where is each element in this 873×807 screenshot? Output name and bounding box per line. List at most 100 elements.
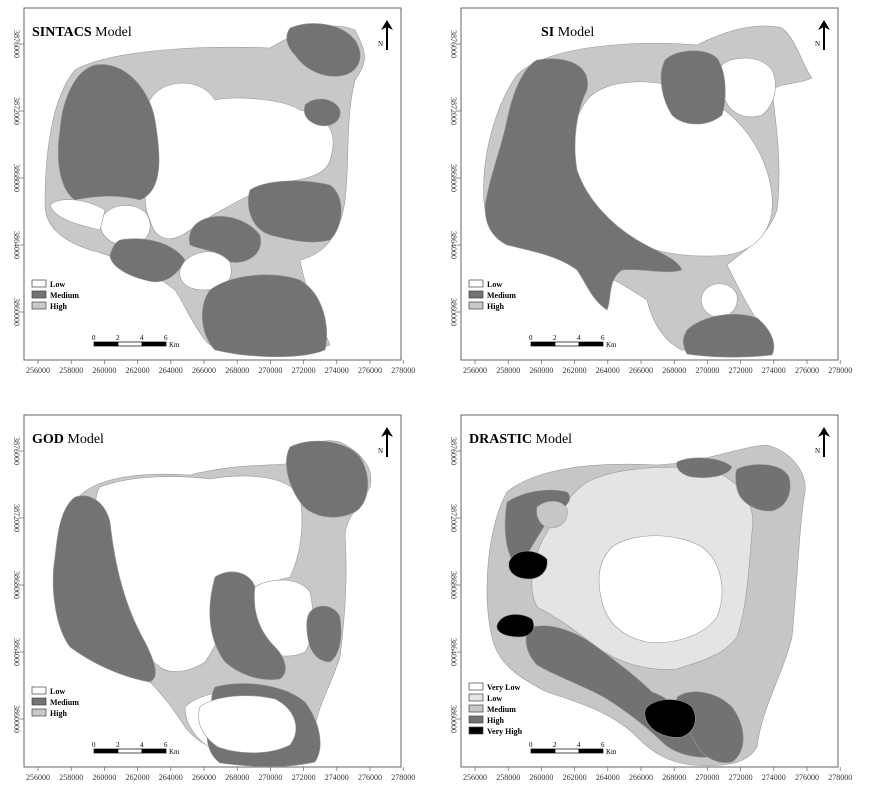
- region-drastic-high: [676, 457, 733, 478]
- x-tick-label: 274000: [762, 773, 786, 782]
- y-axis: 3876000 3872000 3868000 3864000 3860000: [12, 30, 24, 326]
- scale-label: 6: [164, 741, 168, 749]
- region-medium: [306, 605, 342, 663]
- legend-swatch: [468, 290, 484, 299]
- legend-swatch: [31, 290, 47, 299]
- x-tick-label: 260000: [92, 366, 116, 375]
- vulnerability-map: [483, 25, 813, 358]
- legend-swatch: [31, 279, 47, 288]
- x-tick-label: 270000: [258, 773, 282, 782]
- region-medium: [286, 440, 369, 518]
- x-tick-label: 268000: [225, 366, 249, 375]
- north-arrow-icon: N: [815, 20, 830, 50]
- legend-swatch: [31, 708, 47, 717]
- legend-swatch: [468, 693, 484, 702]
- scale-label: 0: [92, 741, 96, 749]
- x-tick-label: 276000: [795, 366, 819, 375]
- scale-label: 6: [601, 334, 605, 342]
- legend-label: Medium: [50, 291, 79, 300]
- x-tick-label: 260000: [529, 366, 553, 375]
- legend-label: Medium: [487, 705, 516, 714]
- x-tick-label: 268000: [225, 773, 249, 782]
- legend-label: High: [487, 302, 504, 311]
- x-tick-label: 278000: [391, 773, 415, 782]
- scale-label: 4: [140, 334, 144, 342]
- region-medium: [247, 180, 342, 243]
- x-tick-label: 276000: [358, 773, 382, 782]
- legend-swatch: [468, 682, 484, 691]
- x-tick-label: 258000: [496, 366, 520, 375]
- north-letter: N: [378, 447, 383, 455]
- scale-bar: 0 2 4 6Km: [92, 741, 180, 756]
- legend-swatch: [468, 726, 484, 735]
- y-axis: 3876000 3872000 3868000 3864000 3860000: [12, 437, 24, 733]
- panel-god: GOD Model N Low Medium High 0 2 4 6Km 256000 25800…: [12, 414, 415, 782]
- north-letter: N: [378, 40, 383, 48]
- map-title-bold: SI: [541, 25, 554, 40]
- x-tick-label: 274000: [762, 366, 786, 375]
- region-drastic-medium: [536, 500, 568, 529]
- y-tick-label: 3872000: [449, 97, 458, 125]
- y-tick-label: 3876000: [449, 437, 458, 465]
- x-axis: 256000 258000 260000 262000 264000 266000 2680…: [463, 360, 852, 375]
- legend-label: Low: [487, 280, 502, 289]
- x-tick-label: 278000: [828, 366, 852, 375]
- y-tick-label: 3868000: [449, 571, 458, 599]
- x-tick-label: 270000: [695, 773, 719, 782]
- x-tick-label: 264000: [596, 366, 620, 375]
- x-axis: 256000 258000 260000 262000 264000 266000 2680…: [26, 360, 415, 375]
- y-tick-label: 3860000: [12, 298, 21, 326]
- legend: Low Medium High: [31, 279, 79, 311]
- scale-label: 6: [164, 334, 168, 342]
- region-medium: [484, 58, 683, 311]
- x-tick-label: 262000: [563, 366, 587, 375]
- x-tick-label: 260000: [529, 773, 553, 782]
- scale-label: 0: [529, 334, 533, 342]
- x-tick-label: 278000: [391, 366, 415, 375]
- y-tick-label: 3864000: [449, 231, 458, 259]
- region-low: [99, 205, 151, 246]
- map-title: DRASTIC Model: [469, 432, 572, 447]
- x-tick-label: 278000: [828, 773, 852, 782]
- north-arrow-icon: N: [815, 427, 830, 457]
- x-tick-label: 268000: [662, 773, 686, 782]
- x-tick-label: 260000: [92, 773, 116, 782]
- legend-label: Very High: [487, 727, 523, 736]
- x-tick-label: 266000: [192, 366, 216, 375]
- x-tick-label: 276000: [795, 773, 819, 782]
- region-very-high: [508, 550, 548, 580]
- map-title-bold: GOD: [32, 432, 64, 447]
- scale-label: 4: [140, 741, 144, 749]
- scale-label: 2: [553, 334, 557, 342]
- scale-bar: 0 2 4 6Km: [529, 741, 617, 756]
- x-tick-label: 264000: [159, 773, 183, 782]
- y-tick-label: 3872000: [12, 504, 21, 532]
- legend: Very Low Low Medium High Very High: [468, 682, 523, 736]
- legend-label: Very Low: [487, 683, 520, 692]
- region-very-high: [496, 614, 535, 638]
- legend-swatch: [468, 301, 484, 310]
- legend-label: Medium: [50, 698, 79, 707]
- y-tick-label: 3864000: [12, 231, 21, 259]
- map-title-rest: Model: [92, 25, 132, 40]
- region-medium: [286, 23, 361, 77]
- region-low: [700, 283, 738, 318]
- vulnerability-map: [486, 444, 806, 766]
- region-low: [198, 695, 297, 754]
- y-tick-label: 3860000: [12, 705, 21, 733]
- legend-label: High: [487, 716, 504, 725]
- y-tick-label: 3876000: [12, 437, 21, 465]
- map-title-rest: Model: [554, 25, 594, 40]
- x-tick-label: 262000: [126, 366, 150, 375]
- legend-swatch: [468, 715, 484, 724]
- y-tick-label: 3868000: [12, 571, 21, 599]
- map-title: SINTACS Model: [32, 25, 132, 40]
- x-tick-label: 272000: [729, 773, 753, 782]
- y-tick-label: 3864000: [449, 638, 458, 666]
- map-title-bold: SINTACS: [32, 25, 92, 40]
- y-tick-label: 3860000: [449, 298, 458, 326]
- legend: Low Medium High: [468, 279, 516, 311]
- legend-swatch: [31, 686, 47, 695]
